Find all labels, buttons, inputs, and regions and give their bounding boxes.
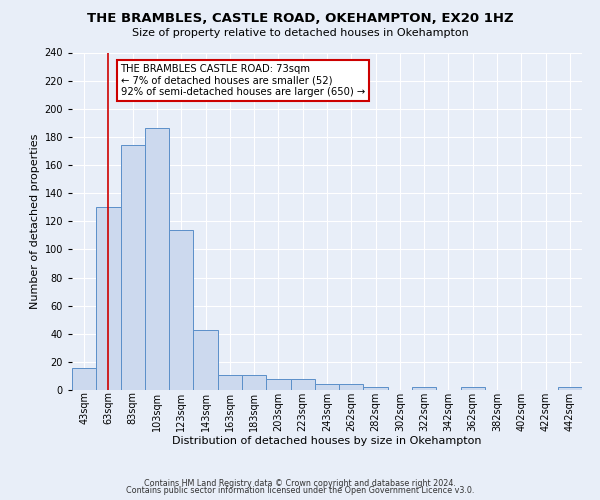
Bar xyxy=(315,384,339,390)
Text: Contains public sector information licensed under the Open Government Licence v3: Contains public sector information licen… xyxy=(126,486,474,495)
Text: THE BRAMBLES, CASTLE ROAD, OKEHAMPTON, EX20 1HZ: THE BRAMBLES, CASTLE ROAD, OKEHAMPTON, E… xyxy=(86,12,514,26)
Bar xyxy=(169,230,193,390)
Bar xyxy=(96,207,121,390)
Bar xyxy=(266,379,290,390)
Bar xyxy=(72,368,96,390)
Bar xyxy=(290,379,315,390)
Y-axis label: Number of detached properties: Number of detached properties xyxy=(30,134,40,309)
Bar xyxy=(412,387,436,390)
Bar xyxy=(218,374,242,390)
Bar xyxy=(558,387,582,390)
Bar xyxy=(121,146,145,390)
Text: Contains HM Land Registry data © Crown copyright and database right 2024.: Contains HM Land Registry data © Crown c… xyxy=(144,478,456,488)
Bar xyxy=(364,387,388,390)
Bar xyxy=(461,387,485,390)
Bar xyxy=(193,330,218,390)
Bar xyxy=(242,374,266,390)
X-axis label: Distribution of detached houses by size in Okehampton: Distribution of detached houses by size … xyxy=(172,436,482,446)
Text: THE BRAMBLES CASTLE ROAD: 73sqm
← 7% of detached houses are smaller (52)
92% of : THE BRAMBLES CASTLE ROAD: 73sqm ← 7% of … xyxy=(121,64,365,97)
Text: Size of property relative to detached houses in Okehampton: Size of property relative to detached ho… xyxy=(131,28,469,38)
Bar xyxy=(145,128,169,390)
Bar xyxy=(339,384,364,390)
